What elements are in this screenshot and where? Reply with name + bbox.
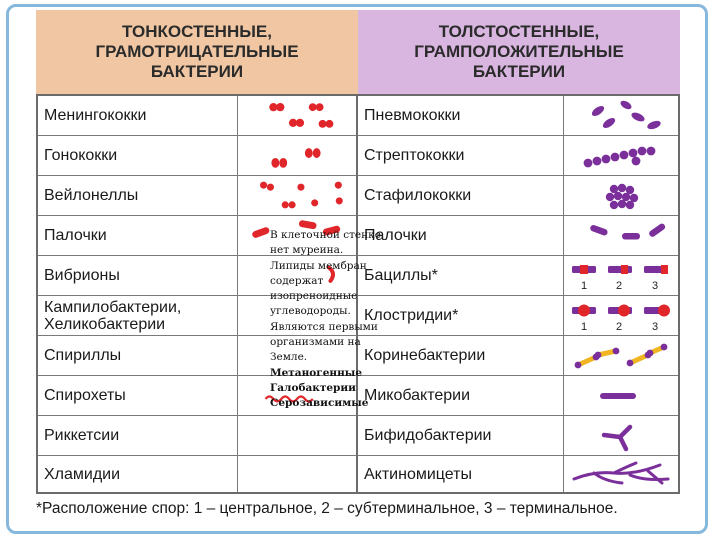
row-name-left: Спириллы <box>38 336 238 376</box>
spore-label: 1 <box>581 321 587 333</box>
spore-label: 2 <box>616 280 622 292</box>
row-label: Палочки <box>44 227 107 244</box>
diplococci-icon <box>238 96 358 136</box>
row-label: Кампилобактерии, Хеликобактерии <box>44 298 182 333</box>
row-name-right: Стафилококки <box>358 176 564 216</box>
row-name-right: Палочки <box>358 216 564 256</box>
vibrio-icon <box>238 256 358 296</box>
row-label: Бациллы* <box>364 267 438 284</box>
rods-icon <box>238 216 358 256</box>
header-gram-positive: ТОЛСТОСТЕННЫЕ, ГРАМПОЛОЖИТЕЛЬНЫЕ БАКТЕРИ… <box>358 10 680 94</box>
row-name-left: Вейлонеллы <box>38 176 238 216</box>
row-name-left: Риккетсии <box>38 416 238 456</box>
bacteria-table: Менингококки Пневмококки Гонококки <box>36 94 680 494</box>
bacilli-spores-icon: 1 2 3 <box>564 256 678 296</box>
row-name-right: Пневмококки <box>358 96 564 136</box>
row-label: Менингококки <box>44 107 147 124</box>
row-label: Пневмококки <box>364 107 461 124</box>
row-label: Микобактерии <box>364 387 471 404</box>
rods-icon <box>564 216 678 256</box>
bifidobacteria-icon <box>564 416 678 456</box>
streptococci-chain-icon <box>564 136 678 176</box>
clostridia-spores-icon: 1 2 3 <box>564 296 678 336</box>
note-bold-item: Метаногенные <box>270 366 362 379</box>
row-name-right: Стрептококки <box>358 136 564 176</box>
row-label: Вибрионы <box>44 267 120 284</box>
row-name-right: Микобактерии <box>358 376 564 416</box>
row-label: Риккетсии <box>44 427 120 444</box>
row-label: Бифидобактерии <box>364 427 492 444</box>
scattered-cocci-icon <box>238 176 358 216</box>
archaea-note: В клеточной стенке нет муреина. Липиды м… <box>270 228 382 412</box>
note-bold-item: Серозависимые <box>270 397 369 410</box>
row-name-left: Гонококки <box>38 136 238 176</box>
row-name-left: Палочки <box>38 216 238 256</box>
row-name-right: Клостридии* <box>358 296 564 336</box>
row-label: Гонококки <box>44 147 118 164</box>
spore-label: 3 <box>652 280 658 292</box>
lanceolate-diplococci-icon <box>564 96 678 136</box>
mycobacteria-icon <box>564 376 678 416</box>
row-label: Клостридии* <box>364 307 459 324</box>
row-name-left: Хламидии <box>38 456 238 492</box>
header-gram-negative: ТОНКОСТЕННЫЕ, ГРАМОТРИЦАТЕЛЬНЫЕ БАКТЕРИИ <box>36 10 358 94</box>
row-label: Стафилококки <box>364 187 472 204</box>
row-label: Коринебактерии <box>364 347 486 364</box>
row-label: Спирохеты <box>44 387 126 404</box>
staphylococci-cluster-icon <box>564 176 678 216</box>
row-label: Хламидии <box>44 465 121 483</box>
spirochete-icon <box>238 376 358 416</box>
row-label: Спириллы <box>44 347 122 364</box>
note-bold-item: Галобактерии <box>270 381 356 394</box>
campylobacter-icon <box>238 296 358 336</box>
chlamydia-icon <box>238 456 358 492</box>
row-label: Стрептококки <box>364 147 465 164</box>
row-name-left: Менингококки <box>38 96 238 136</box>
row-name-right: Актиномицеты <box>358 456 564 492</box>
bean-diplococci-icon <box>238 136 358 176</box>
row-name-left: Вибрионы <box>38 256 238 296</box>
row-label: Палочки <box>364 227 427 244</box>
row-name-left: Кампилобактерии, Хеликобактерии <box>38 296 238 336</box>
corynebacteria-icon <box>564 336 678 376</box>
spore-footnote: *Расположение спор: 1 – центральное, 2 –… <box>36 500 618 517</box>
row-name-left: Спирохеты <box>38 376 238 416</box>
row-name-right: Коринебактерии <box>358 336 564 376</box>
row-name-right: Бифидобактерии <box>358 416 564 456</box>
rickettsia-icon <box>238 416 358 456</box>
note-text: В клеточной стенке нет муреина. Липиды м… <box>270 229 381 364</box>
spore-label: 1 <box>581 280 587 292</box>
row-label: Актиномицеты <box>364 465 472 483</box>
spore-label: 2 <box>616 321 622 333</box>
row-name-right: Бациллы* <box>358 256 564 296</box>
row-label: Вейлонеллы <box>44 187 139 204</box>
actinomycetes-icon <box>564 456 678 492</box>
spore-label: 3 <box>652 321 658 333</box>
spirilla-icon <box>238 336 358 376</box>
